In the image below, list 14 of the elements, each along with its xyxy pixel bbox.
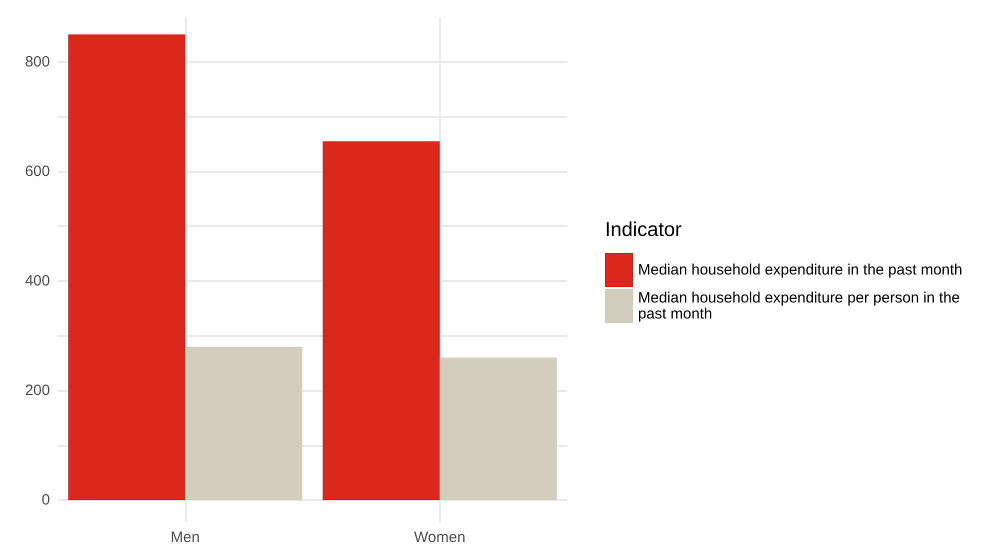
bar [322, 141, 440, 500]
legend-label: Median household expenditure in the past month [638, 262, 962, 278]
y-tick-label: 200 [24, 382, 50, 400]
x-tick-label: Men [170, 529, 200, 546]
x-tick-label: Women [414, 529, 466, 546]
legend-label: Median household expenditure per person in the past month [638, 290, 964, 322]
y-tick-label: 400 [24, 272, 50, 290]
y-tick-label: 0 [42, 492, 50, 509]
y-tick-label: 600 [24, 162, 50, 180]
legend-title: Indicator [605, 219, 682, 241]
bar [440, 358, 557, 500]
bar [68, 34, 186, 500]
y-tick-label: 800 [24, 53, 50, 70]
bar [185, 346, 302, 500]
